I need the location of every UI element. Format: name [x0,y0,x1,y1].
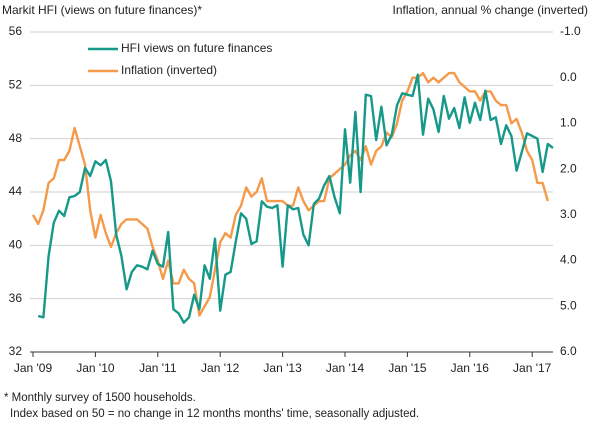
chart-title: Markit HFI (views on future finances)* [2,3,202,17]
y2-tick-label: 5.0 [560,298,577,312]
footnote: * Monthly survey of 1500 households. [4,392,196,404]
y2-tick-label: 3.0 [560,207,577,221]
y2-title: Inflation, annual % change (inverted) [393,3,588,17]
y-tick-label: 40 [9,238,23,252]
legend-label: HFI views on future finances [121,41,272,55]
x-tick-label: Jan '09 [14,361,53,375]
series-line [31,71,549,317]
x-tick-label: Jan '11 [139,361,177,375]
footnote: Index based on 50 = no change in 12 mont… [10,408,419,420]
x-tick-label: Jan '12 [201,361,240,375]
y2-tick-label: 6.0 [560,344,577,358]
y-tick-label: 52 [9,78,23,92]
x-tick-label: Jan '13 [263,361,302,375]
y2-tick-label: 1.0 [560,116,577,130]
y2-tick-label: 2.0 [560,161,577,175]
y-tick-label: 32 [9,344,23,358]
x-tick-label: Jan '16 [451,361,490,375]
series-line [37,73,554,324]
y2-tick-label: 0.0 [560,70,577,84]
x-tick-label: Jan '10 [76,361,115,375]
legend-label: Inflation (inverted) [121,63,217,77]
x-tick-label: Jan '14 [326,361,365,375]
y2-tick-label: 4.0 [560,253,577,267]
x-tick-label: Jan '15 [388,361,427,375]
y-tick-label: 44 [9,184,23,198]
y-tick-label: 56 [9,24,23,38]
y-tick-label: 48 [9,131,23,145]
y2-tick-label: -1.0 [560,24,581,38]
x-tick-label: Jan '17 [513,361,552,375]
y-tick-label: 36 [9,291,23,305]
